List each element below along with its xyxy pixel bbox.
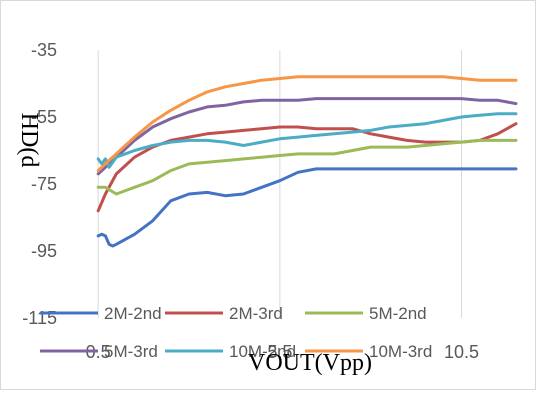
legend-label-5M-3rd: 5M-3rd bbox=[104, 342, 158, 361]
x-tick-label-2: 10.5 bbox=[444, 342, 479, 362]
y-tick-label-1: -55 bbox=[31, 107, 57, 127]
x-tick-label-1: 5.5 bbox=[267, 342, 292, 362]
x-axis-title: VOUT(Vpp) bbox=[248, 350, 372, 376]
series-line-2M-2nd bbox=[96, 167, 518, 248]
series-line-5M-3rd bbox=[96, 97, 518, 176]
series-line-2M-3rd bbox=[96, 122, 518, 213]
x-tick-label-0: 0.5 bbox=[86, 342, 111, 362]
legend-label-2M-2nd: 2M-2nd bbox=[104, 304, 162, 323]
legend-label-5M-2nd: 5M-2nd bbox=[369, 304, 427, 323]
legend-label-10M-3rd: 10M-3rd bbox=[369, 342, 432, 361]
gridlines bbox=[97, 50, 462, 318]
series-line-5M-2nd bbox=[96, 138, 518, 196]
legend-label-10M-2nd: 10M-2nd bbox=[229, 342, 296, 361]
y-tick-label-3: -95 bbox=[31, 241, 57, 261]
y-tick-label-2: -75 bbox=[31, 174, 57, 194]
series-lines bbox=[96, 75, 518, 248]
y-axis-title: HD(d bbox=[16, 113, 42, 168]
legend-label-2M-3rd: 2M-3rd bbox=[229, 304, 283, 323]
y-tick-label-0: -35 bbox=[31, 40, 57, 60]
series-line-10M-3rd bbox=[96, 75, 518, 173]
series-line-10M-2nd bbox=[96, 112, 518, 169]
legend: 2M-2nd 2M-3rd 5M-2nd 5M-3rd 10M-2nd 10M-3rd bbox=[40, 304, 432, 361]
y-tick-label-4: -115 bbox=[22, 308, 57, 328]
